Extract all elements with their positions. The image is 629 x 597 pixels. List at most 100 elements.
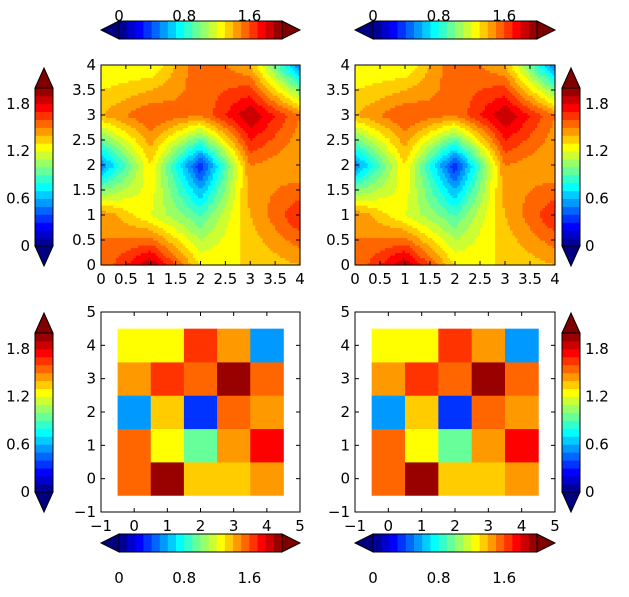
contour-cell [215,190,219,194]
contour-cell [220,97,224,101]
contour-cell [108,195,112,199]
contour-cell [222,137,226,141]
contour-cell [163,127,167,131]
contour-cell [212,242,217,246]
contour-cell [120,232,124,236]
contour-cell [212,227,217,231]
contour-cell [135,250,139,254]
contour-cell [101,167,105,171]
contour-cell [133,65,137,69]
contour-cell [193,150,197,154]
contour-cell [175,212,179,216]
contour-cell [158,205,162,209]
contour-cell [205,102,209,106]
contour-cell [183,195,187,199]
contour-cell [173,182,177,186]
contour-cell [143,182,147,186]
contour-cell [198,87,202,91]
contour-cell [135,180,139,184]
contour-cell [138,242,142,246]
contour-cell [205,90,209,94]
contour-cell [113,190,117,194]
contour-cell [130,122,134,126]
contour-cell [150,222,154,226]
contour-cell [212,127,217,131]
contour-cell [150,185,154,189]
contour-cell [110,220,115,224]
contour-cell [212,185,217,189]
contour-cell [101,207,105,211]
contour-cell [232,260,236,264]
contour-cell [125,222,129,226]
contour-cell [105,205,110,209]
contour-cell [145,105,149,109]
contour-cell [135,87,139,91]
contour-cell [105,125,110,129]
contour-cell [207,80,212,84]
contour-cell [115,205,120,209]
contour-cell [103,85,107,89]
contour-cell [180,260,184,264]
contour-cell [202,127,207,131]
contour-cell [198,105,202,109]
contour-cell [185,170,189,174]
contour-cell [158,77,162,81]
contour-cell [101,177,105,181]
contour-cell [220,225,224,229]
contour-cell [193,260,197,264]
contour-cell [133,212,137,216]
contour-cell [200,130,204,134]
contour-cell [225,207,229,211]
contour-cell [227,117,231,121]
contour-cell [215,67,219,71]
contour-cell [232,207,236,211]
contour-cell [150,257,154,261]
contour-cell [220,77,224,81]
contour-cell [200,195,204,199]
contour-cell [227,142,231,146]
contour-cell [123,85,127,89]
contour-cell [140,70,144,74]
contour-cell [170,247,174,251]
contour-cell [108,142,112,146]
contour-cell [193,105,197,109]
contour-cell [160,222,164,226]
contour-cell [118,80,122,84]
contour-cell [105,127,110,131]
contour-cell [110,152,115,156]
contour-cell [195,180,199,184]
contour-cell [225,172,229,176]
contour-cell [153,72,157,76]
contour-cell [148,190,152,194]
contour-cell [120,260,124,264]
contour-cell [148,215,152,219]
contour-cell [135,100,139,104]
contour-cell [163,155,167,159]
contour-cell [193,102,197,106]
contour-cell [140,105,144,109]
contour-cell [133,170,137,174]
contour-cell [227,170,231,174]
contour-cell [165,210,169,214]
contour-cell [101,220,105,224]
contour-cell [133,142,137,146]
contour-cell [180,257,184,261]
contour-cell [115,72,120,76]
contour-cell [113,127,117,131]
contour-cell [183,157,187,161]
contour-cell [215,80,219,84]
contour-cell [178,237,182,241]
contour-cell [200,197,204,201]
contour-cell [222,242,226,246]
contour-cell [158,240,162,244]
contour-cell [101,155,105,159]
contour-cell [195,117,199,121]
contour-cell [110,200,115,204]
contour-cell [175,242,179,246]
contour-cell [158,222,162,226]
contour-cell [202,122,207,126]
contour-cell [123,110,127,114]
contour-cell [188,172,192,176]
contour-cell [200,105,204,109]
contour-cell [120,180,124,184]
